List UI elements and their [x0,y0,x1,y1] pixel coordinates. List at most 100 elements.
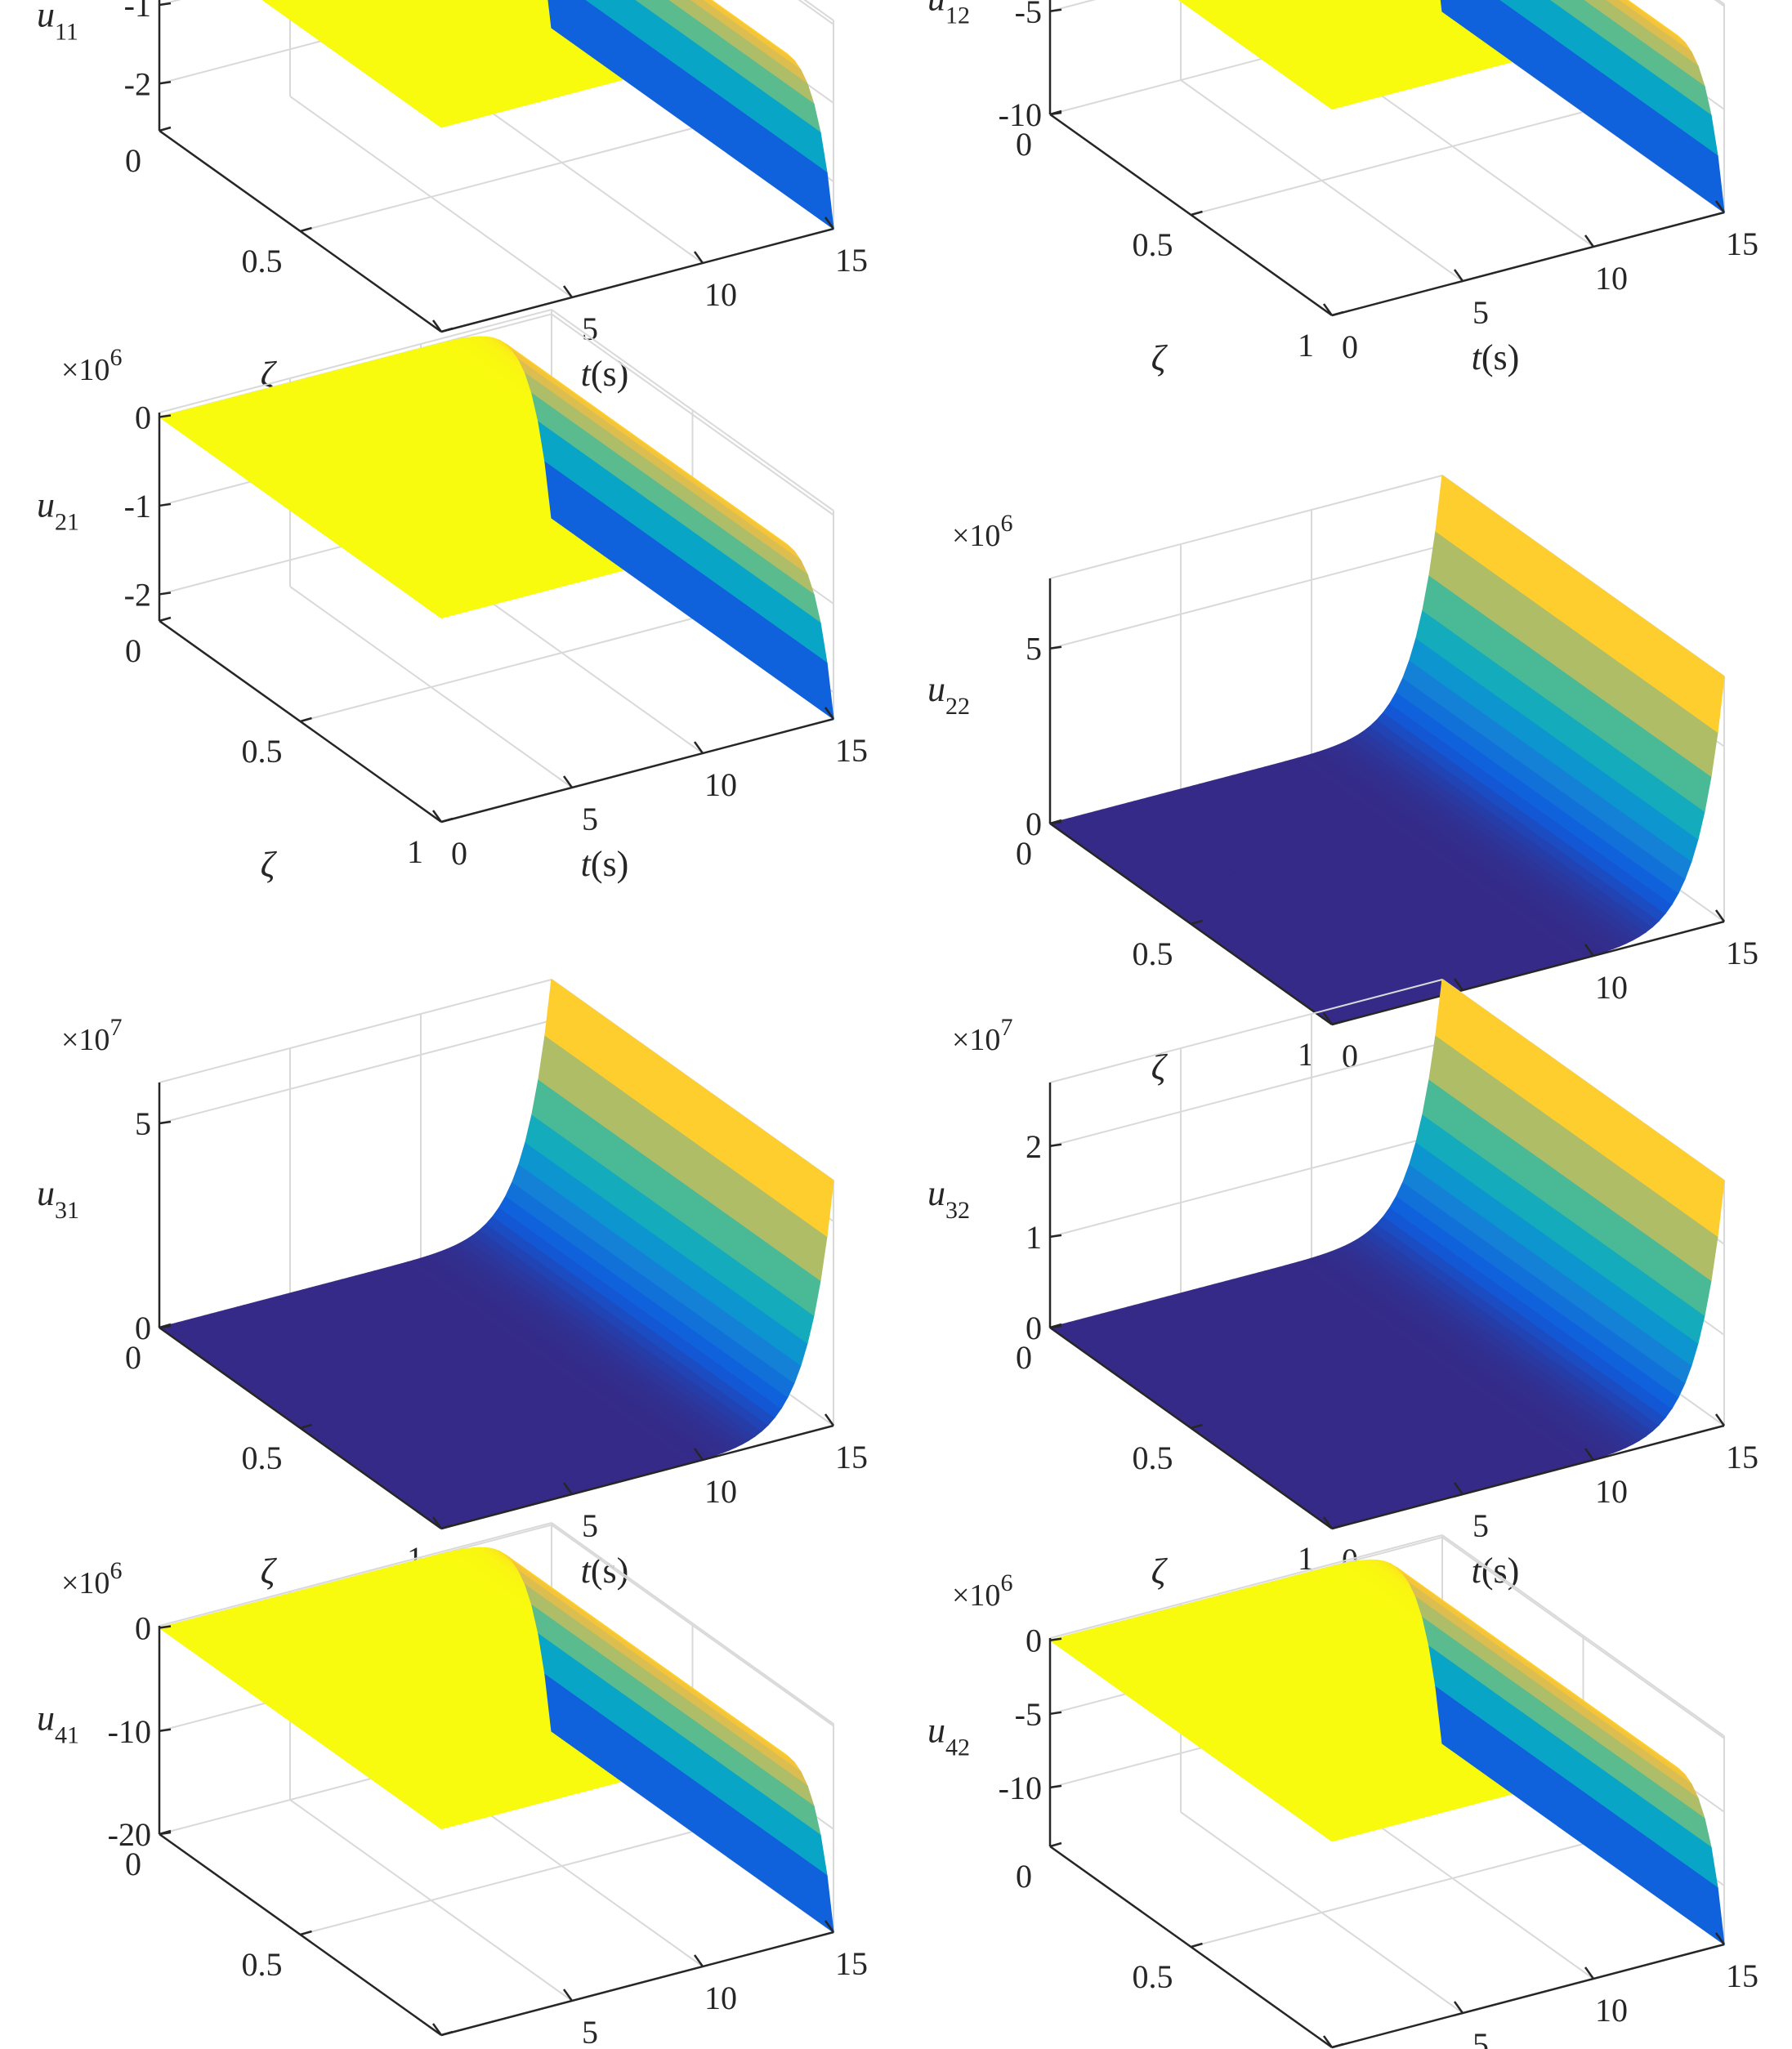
t-tick [1322,2035,1334,2048]
z-axis-label: u22 [927,669,970,720]
t-tick-label: 0 [451,835,467,872]
t-axis-label: t(s) [1472,337,1520,377]
t-tick [824,217,835,230]
zeta-axis-label: ζ [1151,1551,1169,1591]
box-edge [551,1522,834,1725]
z-tick-label: -5 [1015,1696,1042,1733]
z-tick-label: 0 [135,1310,151,1346]
t-axis-label-unit: (s) [1481,337,1519,377]
zeta-tick-label: 0.5 [1133,1958,1173,1995]
zeta-tick [1049,1323,1062,1329]
box-edge [159,1522,552,1627]
t-tick [693,1954,704,1967]
surface [1048,1559,1725,1946]
box-edge [1049,475,1443,579]
t-tick-label: 10 [1595,969,1628,1006]
surface [1048,474,1725,1025]
z-tick [159,591,172,596]
t-axis [440,227,834,333]
t-tick-label: 15 [835,1945,868,1982]
surface-strip [1435,978,1725,1238]
z-tick [159,414,172,418]
t-tick [693,1448,704,1461]
z-tick-label: -10 [999,1770,1042,1806]
zeta-tick [1191,919,1203,926]
t-axis-label-var: t [1472,337,1483,377]
zeta-axis-label: ζ [261,845,278,885]
grid-line [1191,111,1584,216]
zeta-axis-label: ζ [261,1551,278,1591]
z-scale-label: ×107 [952,1014,1012,1057]
t-tick-label: 5 [1472,1507,1489,1544]
zeta-tick [440,817,454,824]
t-axis-label: t(s) [581,1551,629,1591]
grid-line [300,618,693,722]
zeta-tick [159,1323,172,1329]
zeta-tick-label: 0 [1016,1339,1032,1376]
t-tick-label: 0 [1342,328,1358,365]
zeta-tick [300,716,312,723]
z-tick-label: 0 [135,399,151,435]
zeta-tick-label: 0 [1016,835,1032,872]
z-scale-label: ×106 [61,1557,122,1600]
grid-line [300,1831,693,1935]
t-axis [440,1424,834,1530]
zeta-tick [300,1930,312,1936]
zeta-tick-label: 0 [125,142,141,179]
t-axis-label-unit: (s) [591,844,628,884]
z-tick-label: -10 [999,96,1042,133]
grid-line [159,1020,552,1124]
t-tick [1453,1482,1464,1495]
t-tick-label: 5 [582,2014,598,2049]
grid-line [1049,1132,1443,1238]
zeta-tick [440,327,454,333]
zeta-tick [1191,1423,1203,1430]
t-axis [1331,1424,1725,1530]
box-edge [1049,979,1443,1083]
t-tick [431,319,443,333]
t-tick [431,2023,443,2036]
z-tick [159,81,172,85]
t-tick [1453,978,1464,991]
surface [158,978,834,1529]
z-tick-label: -2 [124,65,151,102]
t-axis [440,717,834,824]
z-tick-label: 2 [1026,1128,1042,1165]
t-tick [693,251,704,264]
zeta-tick [1191,1942,1203,1949]
zeta-tick [1049,109,1062,116]
t-tick [1322,1516,1334,1529]
z-tick [159,502,172,507]
zeta-tick-label: 0.5 [242,1946,283,1983]
zeta-tick-label: 0.5 [242,733,283,770]
grid-line [1049,544,1443,650]
grid-line [300,127,693,232]
z-axis-label: u12 [927,0,970,29]
t-tick-label: 15 [1726,1957,1758,1994]
zeta-tick-label: 1 [407,2047,423,2049]
surface [158,1547,834,1934]
t-tick [1714,1413,1726,1426]
t-tick-label: 5 [582,1507,598,1544]
t-tick-label: 5 [582,801,598,837]
box-edge [1049,1534,1443,1639]
zeta-tick [1049,819,1062,825]
t-tick [693,741,704,754]
z-tick-label: -20 [108,1816,151,1853]
zeta-tick [159,616,172,623]
surface-strip [1435,474,1725,734]
zeta-tick [1331,310,1344,317]
t-axis [440,1931,834,2037]
z-axis-label: u41 [37,1699,79,1749]
z-tick-label: -2 [124,576,151,613]
t-tick [1322,1012,1334,1025]
z-tick [159,1120,172,1125]
surface [261,0,834,230]
t-axis-label-var: t [581,844,592,884]
z-tick [1049,8,1062,12]
t-tick [562,285,574,298]
t-tick [1584,1966,1595,1980]
z-scale-exponent: 6 [109,1557,122,1584]
z-tick [1049,1711,1062,1716]
